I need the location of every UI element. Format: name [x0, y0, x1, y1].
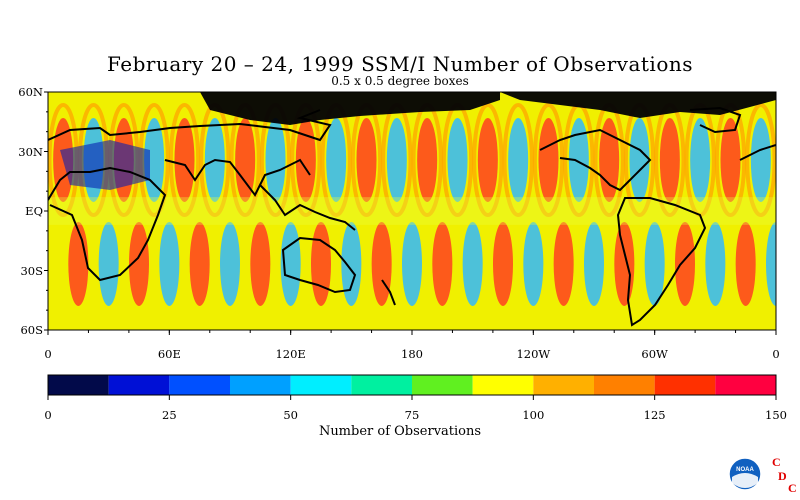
- colorbar-tick-label: 50: [283, 408, 298, 422]
- noaa-cdc-logo: NOAA C D C: [728, 455, 798, 499]
- colorbar-swatch: [169, 375, 230, 395]
- lat-label: 60S: [20, 323, 43, 337]
- svg-text:C: C: [788, 481, 797, 495]
- colorbar-tick-label: 25: [162, 408, 177, 422]
- colorbar-swatch: [654, 375, 716, 395]
- coast-north-america: [539, 128, 652, 192]
- colorbar-tick-label: 150: [765, 408, 787, 422]
- coast-new-zealand: [381, 279, 396, 306]
- lon-label: 60E: [157, 347, 181, 361]
- colorbar-tick-label: 125: [643, 408, 666, 422]
- coast-africa: [48, 166, 167, 282]
- svg-text:D: D: [778, 469, 787, 483]
- svg-text:NOAA: NOAA: [736, 467, 754, 473]
- colorbar-swatch: [48, 375, 109, 395]
- colorbar: [47, 374, 777, 400]
- lon-label: 0: [44, 347, 52, 361]
- colorbar-swatch: [108, 375, 170, 395]
- svg-text:C: C: [772, 455, 781, 469]
- colorbar-swatch: [351, 375, 412, 395]
- colorbar-swatch: [230, 375, 291, 395]
- noaa-emblem-icon: NOAA C D C: [728, 455, 797, 495]
- map-title: February 20 – 24, 1999 SSM/I Number of O…: [106, 52, 694, 76]
- lon-label: 180: [401, 347, 423, 361]
- latitude-axis: [44, 91, 48, 331]
- coastlines: [48, 106, 776, 327]
- lon-label: 120E: [275, 347, 306, 361]
- coast-australia: [281, 236, 357, 294]
- colorbar-label: Number of Observations: [318, 424, 482, 439]
- colorbar-swatch: [533, 375, 594, 395]
- coast-europe-asia: [48, 109, 332, 142]
- coast-europe-west: [739, 144, 776, 161]
- coast-arabia-india: [164, 158, 311, 197]
- coast-south-america: [616, 197, 707, 327]
- colorbar-swatch: [412, 375, 473, 395]
- coast-greenland: [689, 106, 742, 134]
- colorbar-swatch: [290, 375, 352, 395]
- lat-label: EQ: [25, 204, 43, 218]
- lon-label: 0: [772, 347, 780, 361]
- colorbar-tick-label: 100: [522, 408, 545, 422]
- colorbar-swatch: [594, 375, 655, 395]
- colorbar-tick-label: 0: [44, 408, 52, 422]
- lat-label: 30N: [18, 144, 43, 159]
- lat-label: 60N: [18, 85, 43, 99]
- longitude-axis: [47, 330, 777, 335]
- colorbar-tick-label: 75: [404, 408, 420, 422]
- lat-label: 30S: [20, 263, 43, 278]
- polar-no-data-region: [60, 92, 776, 190]
- coast-se-asia: [259, 184, 356, 231]
- colorbar-swatch: [715, 375, 776, 395]
- lon-label: 60W: [641, 347, 668, 361]
- lon-label: 120W: [516, 347, 551, 361]
- map-subtitle: 0.5 x 0.5 degree boxes: [331, 74, 469, 88]
- colorbar-swatch: [472, 375, 534, 395]
